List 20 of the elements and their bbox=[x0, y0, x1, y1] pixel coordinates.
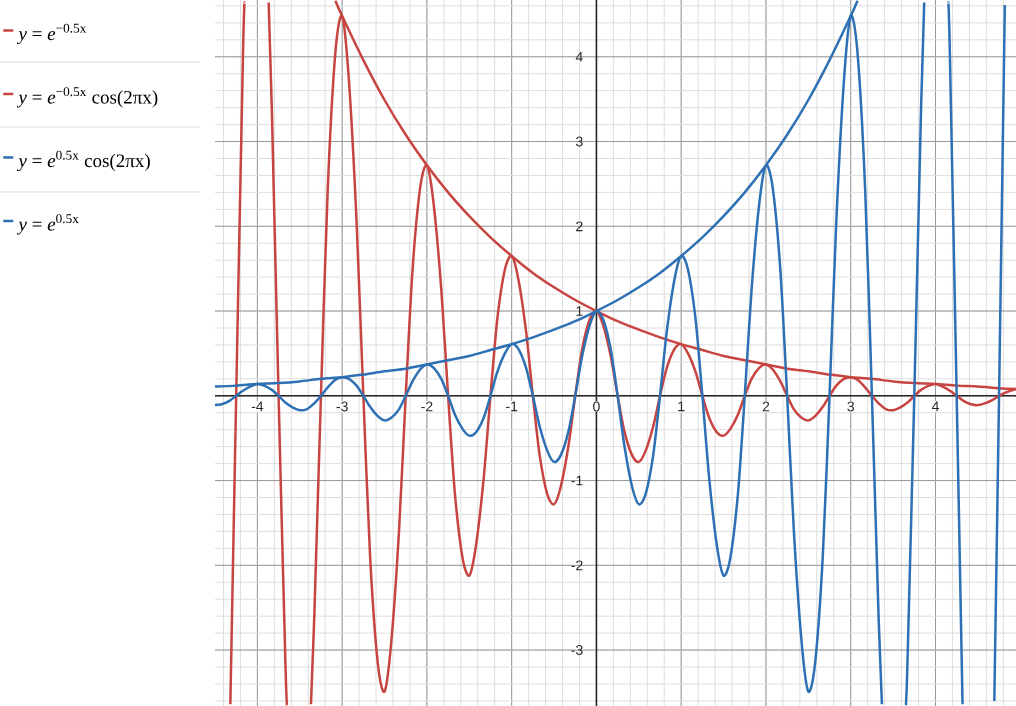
legend-label: y = e$^{−0.5x}$ bbox=[16, 23, 87, 45]
x-tick-label: 1 bbox=[678, 401, 685, 412]
x-tick-label: -2 bbox=[421, 401, 433, 412]
y-tick-label: -2 bbox=[571, 560, 583, 571]
x-tick-label: -1 bbox=[506, 401, 518, 412]
x-tick-label: -4 bbox=[251, 401, 264, 412]
y-tick-label: 4 bbox=[575, 51, 583, 62]
x-tick-label: 3 bbox=[847, 401, 854, 412]
x-tick-label: 0 bbox=[593, 401, 600, 412]
x-tick-label: -3 bbox=[336, 401, 348, 412]
x-tick-label: 2 bbox=[762, 401, 770, 412]
legend-label: y = e$^{0.5x}$ bbox=[16, 214, 79, 235]
legend-label: y = e$^{−0.5x}$ cos(2πx) bbox=[16, 87, 158, 108]
y-tick-label: 1 bbox=[576, 306, 583, 316]
y-tick-label: 2 bbox=[576, 221, 583, 232]
legend-label: y = e$^{0.5x}$ cos(2πx) bbox=[16, 150, 150, 172]
x-tick-label: 4 bbox=[931, 401, 939, 412]
y-tick-label: -1 bbox=[571, 475, 583, 486]
y-tick-label: -3 bbox=[571, 645, 583, 656]
y-tick-label: 3 bbox=[575, 136, 583, 147]
